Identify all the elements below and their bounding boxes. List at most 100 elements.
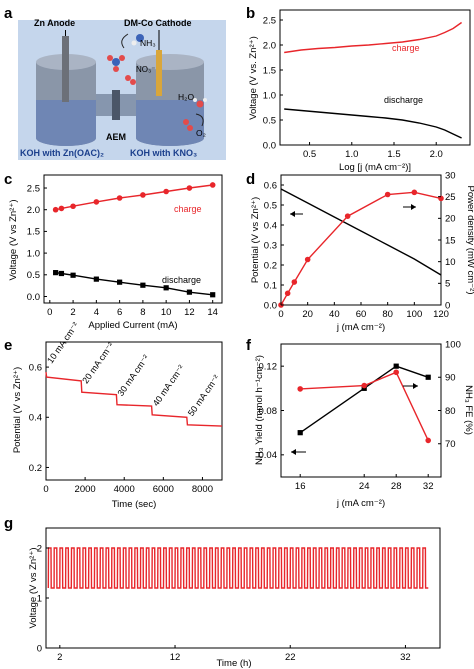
y-axis-left-tick-label: 0.12 <box>259 361 278 372</box>
x-axis-tick-label: 8 <box>140 307 145 318</box>
x-axis-tick-label: 14 <box>207 307 218 318</box>
molecule-icons <box>107 33 207 131</box>
cycling-trace <box>47 547 429 589</box>
x-axis-tick-label: 24 <box>359 481 370 492</box>
y-axis-tick-label: 0.0 <box>263 140 276 151</box>
discharge-point <box>58 270 65 277</box>
y-axis-left-tick-label: 0.3 <box>264 240 277 251</box>
y-axis-right-tick-label: 90 <box>445 373 456 384</box>
power-density-point <box>384 191 391 198</box>
y-axis-right-tick-label: 15 <box>445 235 456 246</box>
electrolyte-right-label: KOH with KNO₃ <box>130 148 197 158</box>
panel-a-letter: a <box>4 5 13 22</box>
y-axis-tick-label: 0.6 <box>29 362 42 373</box>
y-axis-right-tick-label: 20 <box>445 214 456 225</box>
potential-line <box>280 188 442 276</box>
y-axis-tick-label: 0.5 <box>27 270 40 281</box>
y-axis-right-tick-label: 5 <box>445 279 450 290</box>
x-axis-tick-label: 8000 <box>192 484 213 495</box>
y-axis-left-tick-label: 0.04 <box>259 450 278 461</box>
y-axis-label: Voltage (V vs. Zn²⁺) <box>248 36 259 120</box>
x-axis-tick-label: 60 <box>356 309 367 320</box>
y-axis-label: Potential (V vs Zn²⁺) <box>12 367 23 453</box>
y-axis-tick-label: 2 <box>37 543 42 554</box>
y-axis-label-right: Power density (mW cm⁻²) <box>465 186 474 295</box>
power-density-point <box>411 189 418 196</box>
panel-c-letter: c <box>4 171 12 188</box>
panel-b-letter: b <box>246 5 255 22</box>
panel-c: c Voltage (V vs Zn²⁺) Applied Current (m… <box>4 171 223 331</box>
discharge-point <box>117 279 123 285</box>
current-step-label: 10 mA cm⁻² <box>45 320 81 365</box>
nh3-yield-line <box>299 365 429 434</box>
panel-b: b Voltage (V vs. Zn²⁺) Log [j (mA cm⁻²)]… <box>246 5 471 173</box>
x-axis-tick-label: 2 <box>70 307 75 318</box>
charge-point <box>140 192 146 198</box>
x-axis-tick-label: 6000 <box>153 484 174 495</box>
discharge-label: discharge <box>162 275 201 285</box>
plot-frame <box>45 527 441 649</box>
discharge-label: discharge <box>384 95 423 105</box>
x-axis-tick-label: 4 <box>94 307 99 318</box>
charge-point <box>116 195 123 201</box>
nh3-fe-line <box>300 371 429 441</box>
y-axis-left-tick-label: 0.5 <box>264 200 277 211</box>
x-axis-tick-label: 1.0 <box>345 149 358 160</box>
zn-anode-electrode <box>62 36 69 102</box>
x-axis-tick-label: 20 <box>302 309 313 320</box>
y-axis-left-tick-label: 0.6 <box>264 180 277 191</box>
power-density-line <box>280 191 442 306</box>
y-axis-label: Voltage (V vs Zn²⁺) <box>8 199 19 280</box>
discharge-point <box>53 270 59 276</box>
x-axis-tick-label: 80 <box>382 309 393 320</box>
nh3-yield-point <box>425 374 431 380</box>
x-axis-tick-label: 1.5 <box>387 149 400 160</box>
charge-point <box>58 205 65 212</box>
x-axis-tick-label: 10 <box>161 307 172 318</box>
potential-trace <box>45 372 223 427</box>
charge-point <box>93 199 100 205</box>
y-axis-right-tick-label: 30 <box>445 170 456 181</box>
power-density-point <box>344 213 351 219</box>
plot-frame <box>43 174 223 304</box>
y-axis-label-left: NH₃ Yield (mmol h⁻¹cm⁻²) <box>254 355 265 465</box>
x-axis-tick-label: 16 <box>295 481 306 492</box>
plot-frame <box>280 174 442 306</box>
x-axis-tick-label: 120 <box>433 309 449 320</box>
y-axis-tick-label: 1.5 <box>27 227 40 238</box>
h2o-label: H₂O <box>178 92 194 102</box>
y-axis-tick-label: 2.0 <box>27 205 40 216</box>
y-axis-tick-label: 1.0 <box>27 248 40 259</box>
x-axis-tick-label: 0 <box>278 309 283 320</box>
x-axis-label: j (mA cm⁻²) <box>336 322 385 333</box>
y-axis-left-tick-label: 0.08 <box>259 406 278 417</box>
x-axis-tick-label: 2000 <box>75 484 96 495</box>
charge-label: charge <box>174 204 202 214</box>
x-axis-tick-label: 0 <box>47 307 52 318</box>
nh3-fe-point <box>425 437 432 444</box>
panel-d-letter: d <box>246 171 255 188</box>
anode-electrolyte <box>36 100 96 146</box>
x-axis-tick-label: 100 <box>406 309 422 320</box>
discharge-point <box>163 285 169 291</box>
panel-e: e Potential (V vs Zn²⁺) Time (sec) 0 2000… <box>4 320 223 510</box>
current-step-label: 40 mA cm⁻² <box>151 363 187 408</box>
y-axis-tick-label: 2.5 <box>27 183 40 194</box>
electrolyte-left-label: KOH with Zn(OAC)₂ <box>20 148 104 158</box>
y-axis-label: Voltage (V vs Zn²⁺) <box>28 547 39 628</box>
current-step-label: 30 mA cm⁻² <box>115 353 151 398</box>
nh3-fe-point <box>361 382 368 389</box>
charge-point <box>209 182 216 188</box>
nh3-fe-point <box>393 369 400 376</box>
x-axis-tick-label: 12 <box>170 652 181 663</box>
y-axis-tick-label: 1.0 <box>263 90 276 101</box>
charge-point <box>163 188 169 195</box>
discharge-point <box>186 289 193 295</box>
y-axis-left-tick-label: 0.1 <box>264 280 277 291</box>
y-axis-tick-label: 2.5 <box>263 15 276 26</box>
y-axis-label-left: Potential (V vs Zn²⁺) <box>250 197 261 283</box>
y-axis-label-right: NH₃ FE (%) <box>463 385 474 435</box>
x-axis-tick-label: 0.5 <box>303 149 316 160</box>
y-axis-tick-label: 0 <box>37 643 42 654</box>
x-axis-tick-label: 2 <box>57 652 62 663</box>
